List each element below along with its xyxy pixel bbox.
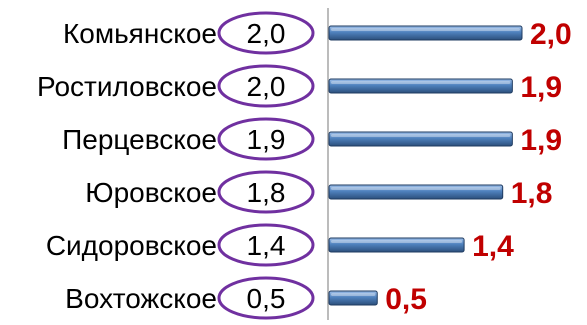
bar-highlight: [331, 81, 511, 84]
value-circle: [217, 11, 315, 55]
bar: [328, 237, 465, 253]
bar-highlight: [331, 187, 501, 190]
circled-value-text: 1,8: [247, 177, 286, 208]
value-circle: [217, 223, 315, 267]
bar: [328, 78, 513, 94]
value-circle: [217, 170, 315, 214]
circled-value-text: 2,0: [247, 18, 286, 49]
value-circle: [217, 117, 315, 161]
bar-highlight: [331, 134, 511, 137]
bar: [328, 184, 504, 200]
value-circle: [217, 64, 315, 108]
value-circle: [217, 276, 315, 320]
data-label: 1,4: [472, 230, 514, 263]
category-label: Ростиловское: [37, 71, 217, 102]
category-label: Вохтожское: [65, 283, 217, 314]
bar-highlight: [331, 293, 376, 296]
circled-value-text: 1,9: [247, 124, 286, 155]
data-label: 1,8: [511, 177, 553, 210]
bar: [328, 131, 513, 147]
category-label: Перцевское: [62, 124, 217, 155]
bar: [328, 25, 523, 41]
data-label: 0,5: [385, 283, 427, 316]
bar-highlight: [331, 28, 520, 31]
bar-highlight: [331, 240, 463, 243]
bar: [328, 290, 378, 306]
category-label: Сидоровское: [46, 230, 217, 261]
data-label: 1,9: [520, 71, 562, 104]
circled-value-text: 1,4: [247, 230, 286, 261]
data-label: 2,0: [530, 18, 572, 51]
circled-value-text: 0,5: [247, 283, 286, 314]
category-label: Комьянское: [63, 18, 217, 49]
category-label: Юровское: [85, 177, 217, 208]
data-label: 1,9: [520, 124, 562, 157]
circled-value-text: 2,0: [247, 71, 286, 102]
